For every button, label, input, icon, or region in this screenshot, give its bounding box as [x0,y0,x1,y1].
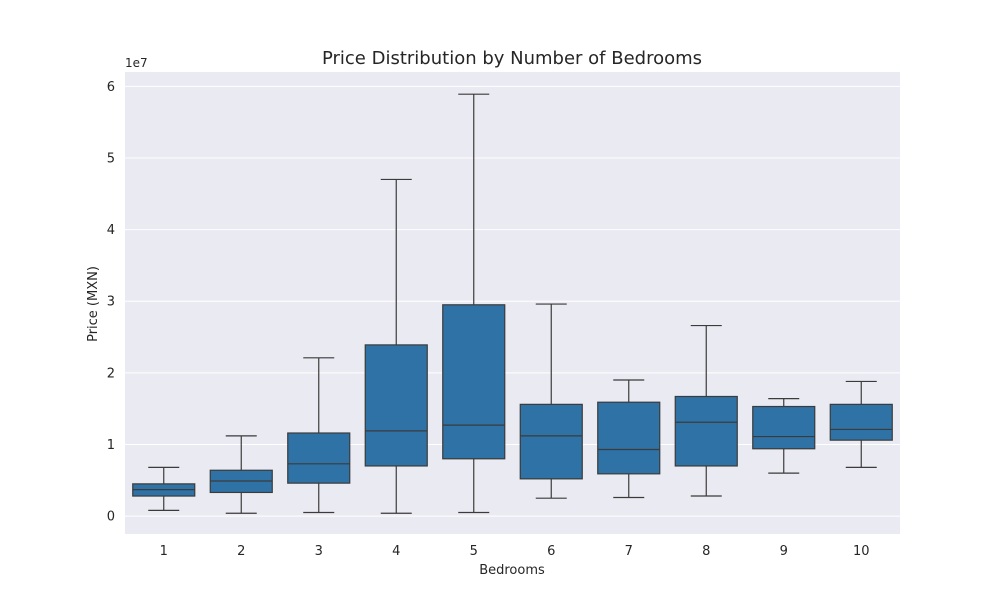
y-axis-ticks: 0 1 2 3 4 5 6 [107,80,115,525]
box-9 [752,398,816,474]
box-iqr [752,405,816,450]
x-axis-label: Bedrooms [479,563,545,578]
x-tick-label: 5 [470,544,478,559]
y-tick-label: 3 [107,295,115,310]
x-tick-label: 9 [780,544,788,559]
x-tick-label: 4 [392,544,400,559]
x-axis-ticks: 1 2 3 4 5 6 7 8 9 10 [160,544,870,559]
y-tick-label: 5 [107,151,115,166]
y-tick-label: 4 [107,223,115,238]
box-iqr [287,432,351,484]
chart-title: Price Distribution by Number of Bedrooms [322,48,702,69]
box-1 [132,466,196,511]
box-6 [519,303,583,499]
x-tick-label: 2 [237,544,245,559]
box-8 [674,324,738,497]
box-7 [597,379,661,499]
x-tick-label: 6 [547,544,555,559]
x-tick-label: 10 [853,544,870,559]
boxes [132,93,893,514]
box-iqr [519,403,583,480]
box-iqr [442,304,506,460]
box-iqr [364,344,428,467]
x-tick-label: 7 [625,544,633,559]
box-iqr [597,401,661,475]
box-5 [442,93,506,514]
x-tick-label: 1 [160,544,168,559]
box-10 [829,380,893,468]
box-3 [287,357,351,514]
y-tick-label: 6 [107,80,115,95]
y-tick-label: 1 [107,438,115,453]
y-axis-offset-label: 1e7 [125,56,148,70]
plot-area [125,72,900,534]
grid-lines [125,85,900,517]
x-tick-label: 8 [702,544,710,559]
y-axis-label: Price (MXN) [86,266,101,342]
box-4 [364,178,428,514]
box-iqr [829,403,893,441]
box-iqr [674,395,738,467]
x-tick-label: 3 [315,544,323,559]
y-tick-label: 2 [107,366,115,381]
box-2 [209,435,273,514]
y-tick-label: 0 [107,510,115,525]
